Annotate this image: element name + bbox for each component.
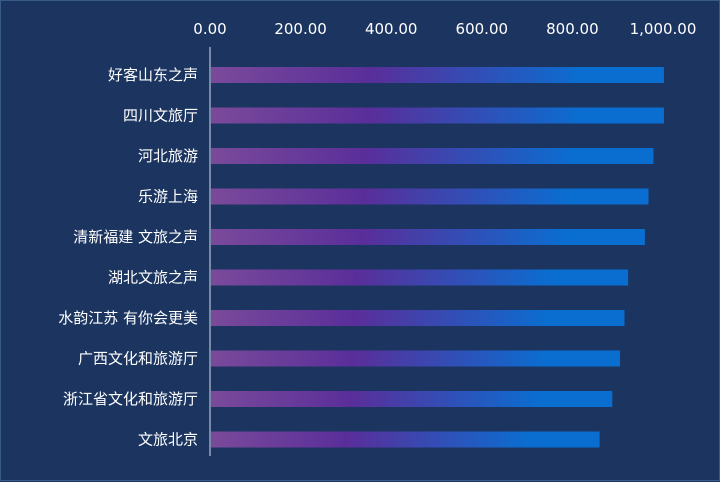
category-label: 乐游上海	[138, 188, 198, 206]
bar	[211, 67, 664, 83]
category-label: 广西文化和旅游厅	[78, 350, 198, 368]
bar	[211, 188, 649, 205]
bar	[211, 269, 629, 286]
bar	[211, 229, 645, 245]
bar	[211, 350, 620, 367]
x-tick-label: 600.00	[456, 20, 509, 38]
category-label: 水韵江苏 有你会更美	[58, 309, 198, 327]
bars	[211, 67, 664, 448]
category-label: 好客山东之声	[108, 66, 198, 84]
category-label: 湖北文旅之声	[108, 269, 198, 287]
x-tick-label: 200.00	[274, 20, 327, 38]
category-label: 文旅北京	[138, 431, 198, 449]
x-tick-label: 400.00	[365, 20, 418, 38]
bar	[211, 310, 625, 326]
category-label: 河北旅游	[138, 147, 198, 165]
x-axis-ticks: 0.00 200.00 400.00 600.00 800.00 1,000.00	[193, 20, 696, 38]
bar	[211, 391, 613, 407]
category-label: 四川文旅厅	[123, 107, 198, 125]
x-tick-label: 1,000.00	[630, 20, 697, 38]
category-label: 浙江省文化和旅游厅	[63, 390, 198, 408]
x-tick-label: 0.00	[193, 20, 226, 38]
bar	[211, 107, 664, 124]
x-tick-label: 800.00	[546, 20, 599, 38]
category-label: 清新福建 文旅之声	[73, 228, 198, 246]
bar	[211, 431, 600, 448]
bar	[211, 148, 654, 164]
